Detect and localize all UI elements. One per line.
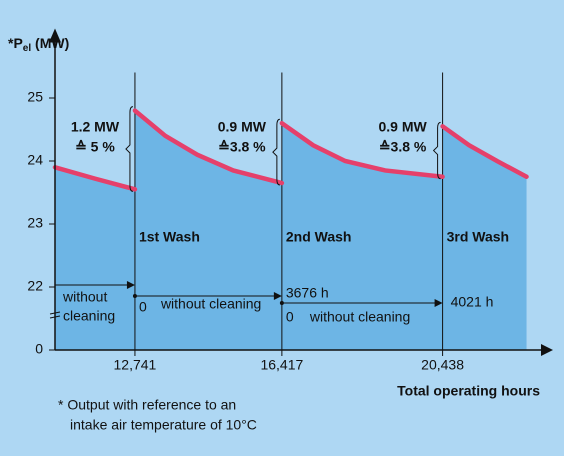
area — [55, 167, 135, 350]
footnote: * Output with reference to an — [58, 397, 236, 413]
y-tick-label: 23 — [27, 215, 43, 231]
gain-mw: 1.2 MW — [71, 119, 120, 135]
brace — [432, 121, 441, 180]
interval-label: without cleaning — [309, 309, 410, 325]
y-axis-label: *Pel (MW) — [8, 35, 69, 54]
area — [134, 110, 282, 350]
wash-label: 3rd Wash — [447, 229, 510, 245]
interval-label: without — [62, 289, 107, 305]
gain-pct: ≙3.8 % — [379, 139, 427, 155]
gain-mw: 0.9 MW — [378, 119, 427, 135]
arrow-head — [126, 281, 135, 289]
y-tick-label: 22 — [27, 278, 43, 294]
gain-pct: ≙ 5 % — [75, 139, 115, 155]
x-axis-label: Total operating hours — [397, 383, 540, 399]
axis-break — [49, 311, 61, 319]
interval-label: cleaning — [63, 308, 115, 324]
x-tick-label: 12,741 — [114, 357, 157, 373]
area — [442, 126, 527, 350]
y-axis-arrow — [49, 28, 61, 43]
brace — [125, 106, 134, 192]
y-tick-label: 24 — [27, 152, 43, 168]
y-tick-label: 25 — [27, 89, 43, 105]
gain-mw: 0.9 MW — [218, 119, 267, 135]
x-tick-label: 20,438 — [421, 357, 464, 373]
interval-label: 0 — [286, 309, 294, 325]
arrow-dot — [132, 294, 137, 298]
line — [52, 108, 529, 192]
x-tick-label: 16,417 — [260, 357, 303, 373]
footnote: intake air temperature of 10°C — [70, 417, 257, 433]
arrow-head — [434, 299, 443, 307]
area — [281, 123, 443, 350]
x-axis-arrow — [541, 344, 553, 356]
interval-label: 0 — [139, 299, 147, 315]
wash-label: 2nd Wash — [286, 229, 352, 245]
brace — [272, 118, 280, 186]
y-tick-label: 0 — [35, 341, 43, 357]
wash-label: 1st Wash — [139, 229, 200, 245]
interval-label: without cleaning — [160, 296, 261, 312]
arrow-head — [273, 292, 282, 300]
arrow-dot — [279, 301, 284, 305]
interval-hours: 4021 h — [451, 294, 494, 310]
interval-hours: 3676 h — [286, 285, 329, 301]
gain-pct: ≙3.8 % — [218, 139, 266, 155]
